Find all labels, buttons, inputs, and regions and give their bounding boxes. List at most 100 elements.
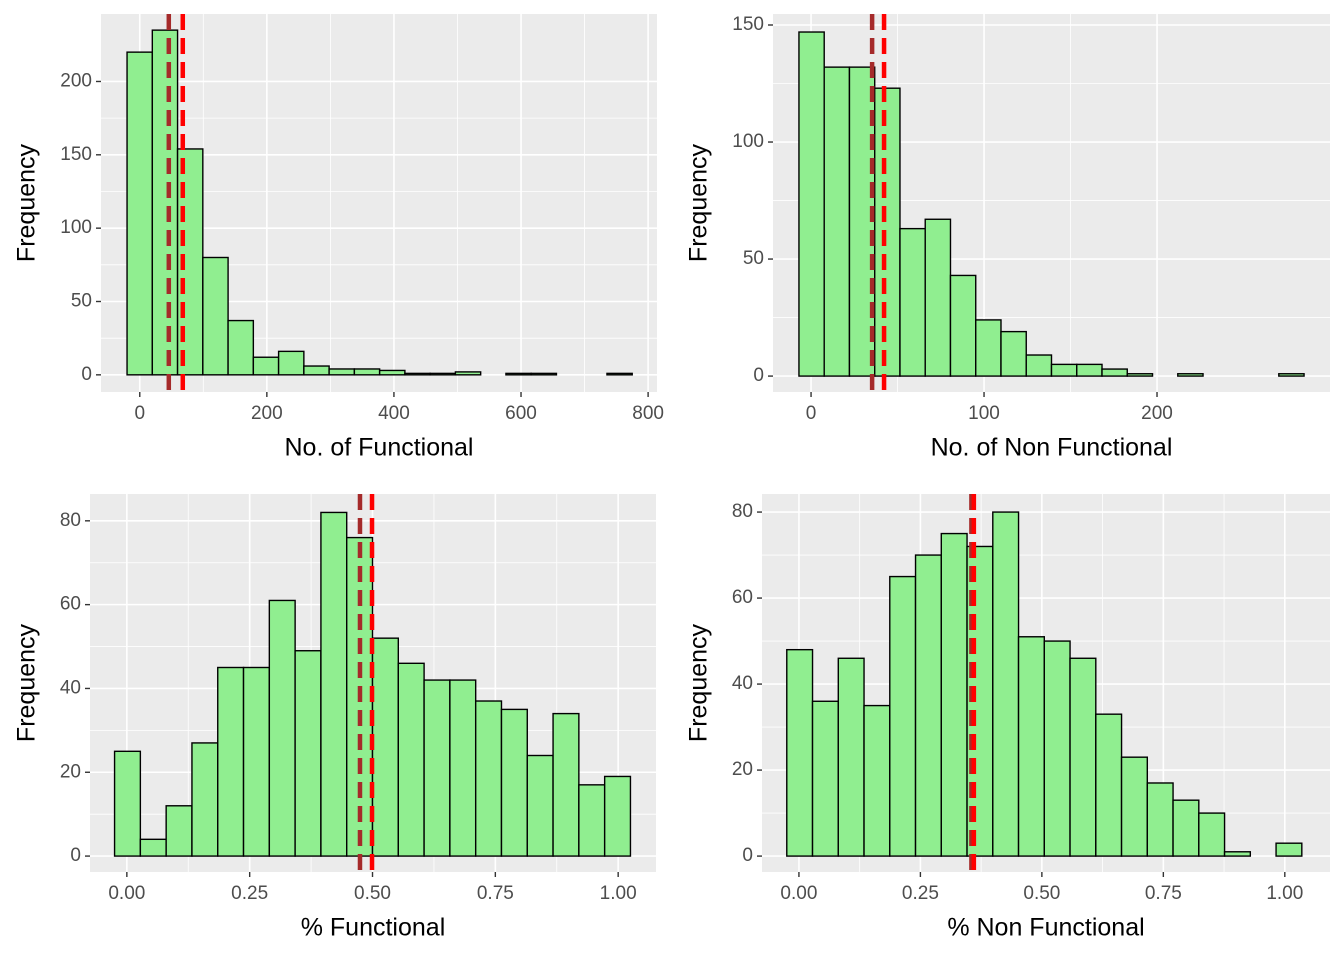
x-tick-label: 800 <box>632 403 664 424</box>
histogram-bar <box>429 372 457 376</box>
histogram-bar <box>1278 373 1305 377</box>
histogram-bar <box>1126 373 1154 377</box>
histogram-bar <box>992 511 1020 857</box>
histogram-bar <box>454 371 482 376</box>
histogram-bar <box>505 372 532 376</box>
histogram-bar <box>328 368 356 376</box>
histogram-bar <box>320 511 348 857</box>
histogram-bar <box>449 679 477 857</box>
x-tick-label: 1.00 <box>600 883 637 904</box>
x-tick-label: 600 <box>505 403 537 424</box>
x-tick-label: 0.50 <box>1023 883 1060 904</box>
y-tick-label: 150 <box>732 14 764 35</box>
y-tick-label: 20 <box>60 761 81 782</box>
histogram-bar <box>217 666 245 857</box>
histogram-bar <box>423 679 451 857</box>
histogram-bar <box>578 784 606 857</box>
histogram-bar <box>1043 640 1071 857</box>
y-tick-label: 60 <box>732 587 753 608</box>
x-tick-label: 1.00 <box>1266 883 1303 904</box>
histogram-bar <box>924 218 952 377</box>
x-axis-label: No. of Functional <box>285 434 474 462</box>
histogram-bar <box>1095 713 1123 857</box>
x-tick-label: 0 <box>806 403 817 424</box>
histogram-bar <box>823 66 851 377</box>
x-tick-label: 0.75 <box>477 883 514 904</box>
histogram-bar <box>126 51 154 376</box>
histogram-bar <box>139 838 167 857</box>
histogram-bar <box>252 356 280 376</box>
y-axis-label: Frequency <box>685 623 713 742</box>
y-axis-label: Frequency <box>13 623 41 742</box>
histogram-bar <box>268 599 296 857</box>
histogram-bar <box>526 754 554 857</box>
histogram-bar <box>1069 657 1097 857</box>
x-tick-label: 100 <box>968 403 1000 424</box>
histogram-bar <box>165 805 193 857</box>
histogram-bar <box>1120 756 1149 857</box>
y-tick-label: 150 <box>60 144 92 165</box>
x-tick-label: 0.25 <box>902 883 939 904</box>
y-tick-label: 0 <box>753 365 764 386</box>
histogram-bar <box>397 662 425 857</box>
histogram-bar <box>899 227 926 377</box>
y-tick-label: 60 <box>60 594 81 615</box>
histogram-bar <box>242 666 271 857</box>
x-tick-label: 0.75 <box>1145 883 1182 904</box>
histogram-bar <box>1050 363 1078 377</box>
histogram-bar <box>294 650 322 857</box>
x-tick-label: 0.00 <box>780 883 817 904</box>
y-tick-label: 0 <box>742 845 753 866</box>
x-tick-label: 0.50 <box>354 883 391 904</box>
y-tick-label: 200 <box>60 70 92 91</box>
x-axis-label: No. of Non Functional <box>931 434 1173 462</box>
x-tick-label: 0.00 <box>108 883 145 904</box>
histogram-bar <box>552 712 580 857</box>
histogram-bar <box>1101 368 1128 377</box>
histogram-bar <box>1000 330 1027 377</box>
histogram-bar <box>811 700 839 857</box>
x-tick-label: 200 <box>251 403 283 424</box>
histogram-bar <box>1275 842 1303 857</box>
histogram-bar <box>474 700 503 857</box>
histogram-bar <box>1146 782 1174 857</box>
histogram-bar <box>371 637 400 857</box>
y-tick-label: 80 <box>60 510 81 531</box>
y-tick-label: 50 <box>71 291 92 312</box>
y-tick-label: 80 <box>732 501 753 522</box>
histogram-bar <box>191 742 219 857</box>
histogram-bar <box>404 372 431 376</box>
histogram-bar <box>500 708 528 857</box>
histogram-bar <box>606 372 633 376</box>
y-tick-label: 20 <box>732 759 753 780</box>
histogram-bar <box>798 31 825 377</box>
histogram-bar <box>889 575 917 857</box>
histogram-bar <box>1017 636 1045 857</box>
histogram-bar <box>1198 812 1226 857</box>
y-axis-label: Frequency <box>685 143 713 262</box>
y-tick-label: 0 <box>81 364 92 385</box>
histogram-bar <box>277 350 305 376</box>
y-tick-label: 50 <box>743 248 764 269</box>
x-tick-label: 0.25 <box>231 883 268 904</box>
histogram-bar <box>874 87 901 377</box>
x-tick-label: 0 <box>134 403 145 424</box>
histogram-bar <box>151 29 179 376</box>
histogram-bar <box>378 369 406 376</box>
histogram-bar <box>914 554 942 857</box>
histogram-bar <box>1172 799 1200 857</box>
y-tick-label: 0 <box>70 845 81 866</box>
histogram-bar <box>1177 373 1204 377</box>
x-tick-label: 400 <box>378 403 410 424</box>
histogram-bar <box>1076 363 1103 377</box>
histogram-bar <box>1223 851 1252 857</box>
histogram-bar <box>603 775 632 857</box>
histogram-bar <box>202 256 229 376</box>
histogram-bar <box>863 704 891 857</box>
histogram-bar <box>353 368 381 376</box>
histogram-bar <box>1025 354 1053 377</box>
histogram-bar <box>530 372 558 376</box>
x-tick-label: 200 <box>1141 403 1173 424</box>
histogram-bar <box>113 750 142 857</box>
